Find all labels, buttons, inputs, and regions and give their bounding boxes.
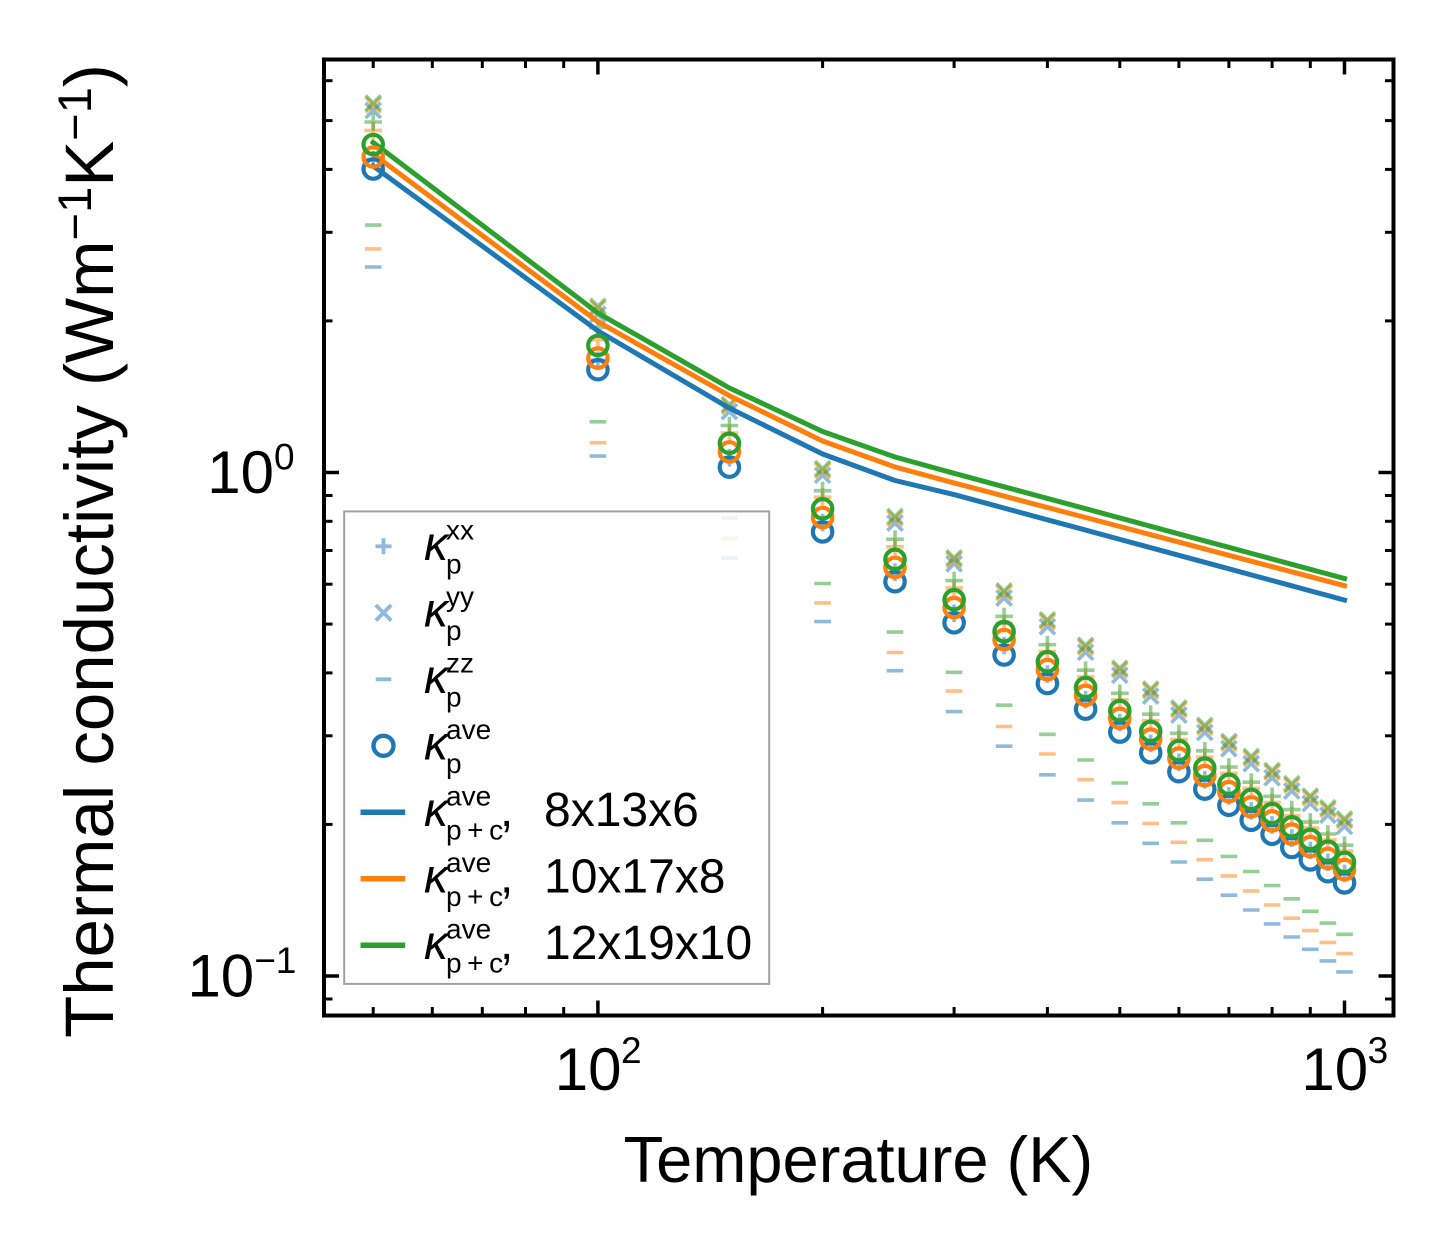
svg-text:κ: κ (424, 850, 451, 903)
svg-text:10: 10 (187, 943, 254, 1010)
svg-text:zz: zz (446, 647, 474, 678)
svg-text:,: , (500, 784, 513, 837)
svg-text:p + c: p + c (446, 947, 503, 978)
svg-text:10: 10 (207, 439, 274, 506)
svg-text:ave: ave (446, 847, 491, 878)
svg-text:10: 10 (1301, 1036, 1368, 1103)
svg-text:,: , (500, 917, 513, 970)
svg-text:κ: κ (424, 518, 451, 571)
svg-text:ave: ave (446, 780, 491, 811)
svg-text:0: 0 (274, 437, 295, 478)
svg-text:p: p (446, 615, 462, 646)
svg-text:κ: κ (424, 584, 451, 637)
svg-text:−1: −1 (254, 940, 296, 981)
svg-text:3: 3 (1368, 1030, 1389, 1071)
svg-text:,: , (500, 850, 513, 903)
svg-text:κ: κ (424, 784, 451, 837)
svg-text:p: p (446, 681, 462, 712)
svg-text:κ: κ (424, 717, 451, 770)
svg-text:ave: ave (446, 913, 491, 944)
svg-text:p + c: p + c (446, 814, 503, 845)
svg-text:ave: ave (446, 714, 491, 745)
svg-text:yy: yy (446, 581, 474, 612)
svg-text:p + c: p + c (446, 881, 503, 912)
svg-text:p: p (446, 748, 462, 779)
svg-text:κ: κ (424, 651, 451, 704)
svg-text:10x17x8: 10x17x8 (544, 850, 725, 903)
svg-text:κ: κ (424, 917, 451, 970)
svg-text:p: p (446, 548, 462, 579)
svg-text:10: 10 (555, 1036, 622, 1103)
svg-text:xx: xx (446, 514, 474, 545)
svg-text:Temperature (K): Temperature (K) (624, 1123, 1094, 1196)
svg-text:12x19x10: 12x19x10 (544, 917, 752, 970)
svg-text:8x13x6: 8x13x6 (544, 784, 699, 837)
svg-text:2: 2 (621, 1030, 642, 1071)
